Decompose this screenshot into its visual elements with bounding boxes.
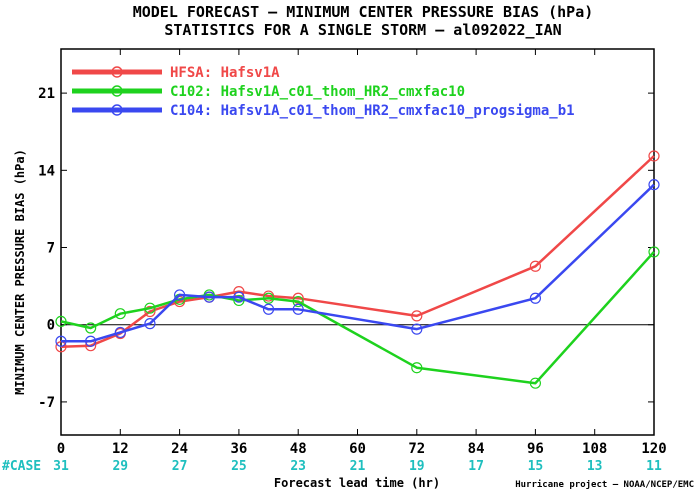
y-axis-label: MINIMUM CENTER PRESSURE BIAS (hPa)	[13, 149, 27, 395]
x-tick-label: 48	[290, 441, 307, 457]
legend-label: HFSA: Hafsv1A	[170, 65, 280, 81]
data-point	[203, 291, 215, 303]
case-count: 15	[528, 459, 544, 474]
data-point	[262, 292, 275, 304]
x-tick-label: 60	[349, 441, 366, 457]
data-point	[529, 377, 542, 389]
x-axis-label: Forecast lead time (hr)	[274, 476, 440, 490]
data-point	[144, 302, 156, 314]
x-tick-label: 84	[468, 441, 485, 457]
data-point	[85, 322, 97, 334]
data-point	[648, 179, 660, 191]
data-point	[292, 292, 304, 304]
case-count: 19	[409, 459, 425, 474]
data-point	[114, 326, 126, 339]
data-point	[55, 335, 67, 347]
data-point	[233, 291, 245, 303]
legend-label: C104: Hafsv1A_c01_thom_HR2_cmxfac10_prog…	[170, 103, 575, 119]
legend-item-1: HFSA: Hafsv1A	[72, 65, 280, 81]
y-tick-label: 14	[38, 163, 55, 179]
data-point	[292, 303, 304, 315]
data-point	[411, 362, 423, 374]
data-point	[114, 308, 126, 320]
series-line	[61, 183, 655, 343]
data-point	[144, 305, 156, 318]
x-tick-label: 72	[408, 441, 425, 457]
x-tick-label: 36	[230, 441, 247, 457]
case-label: #CASE	[2, 459, 41, 474]
case-count: 17	[468, 459, 484, 474]
axes: 0 12 24 36 48 60 72 84 96 108 120 -7 0 7 14 21	[38, 48, 667, 457]
series-3	[55, 179, 660, 347]
y-tick-label: 7	[47, 241, 55, 257]
data-point	[529, 260, 542, 272]
x-tick-label: 24	[171, 441, 188, 457]
case-count: 25	[231, 459, 247, 474]
data-point	[529, 292, 542, 304]
chart-title: MODEL FORECAST — MINIMUM CENTER PRESSURE…	[133, 3, 594, 21]
data-point	[174, 289, 186, 301]
y-tick-label: 21	[38, 86, 55, 102]
case-count: 11	[646, 459, 662, 474]
legend: HFSA: Hafsv1A C102: Hafsv1A_c01_thom_HR2_…	[72, 65, 575, 119]
x-tick-label: 96	[527, 441, 544, 457]
y-tick-label: -7	[38, 395, 55, 411]
legend-marker	[111, 104, 123, 116]
data-point	[262, 303, 275, 315]
case-count: 29	[112, 459, 128, 474]
legend-item-3: C104: Hafsv1A_c01_thom_HR2_cmxfac10_prog…	[72, 103, 575, 119]
credit-text: Hurricane project — NOAA/NCEP/EMC	[515, 479, 694, 490]
legend-item-2: C102: Hafsv1A_c01_thom_HR2_cmxfac10	[72, 84, 465, 100]
case-count: 21	[350, 459, 366, 474]
case-counts: 31 29 27 25 23 21 19 17 15 13 11	[53, 459, 662, 474]
data-point	[648, 150, 660, 162]
data-point	[648, 246, 660, 258]
data-point	[144, 318, 156, 330]
legend-marker	[111, 66, 123, 78]
x-tick-label: 0	[57, 441, 65, 457]
data-point	[55, 315, 67, 328]
data-point	[411, 323, 423, 335]
data-point	[85, 335, 97, 347]
x-tick-label: 120	[641, 441, 666, 457]
data-point	[292, 295, 304, 308]
x-tick-label: 108	[582, 441, 607, 457]
case-count: 23	[290, 459, 306, 474]
series-lines	[55, 150, 660, 389]
y-tick-label: 0	[47, 318, 55, 334]
case-count: 31	[53, 459, 69, 474]
legend-marker	[111, 85, 123, 97]
x-tick-label: 12	[112, 441, 129, 457]
series-line	[60, 251, 655, 385]
case-count: 27	[172, 459, 188, 474]
data-point	[411, 310, 423, 322]
series-1	[55, 150, 660, 353]
chart-subtitle: STATISTICS FOR A SINGLE STORM — al092022…	[164, 21, 561, 39]
legend-label: C102: Hafsv1A_c01_thom_HR2_cmxfac10	[170, 84, 465, 100]
case-count: 13	[587, 459, 603, 474]
